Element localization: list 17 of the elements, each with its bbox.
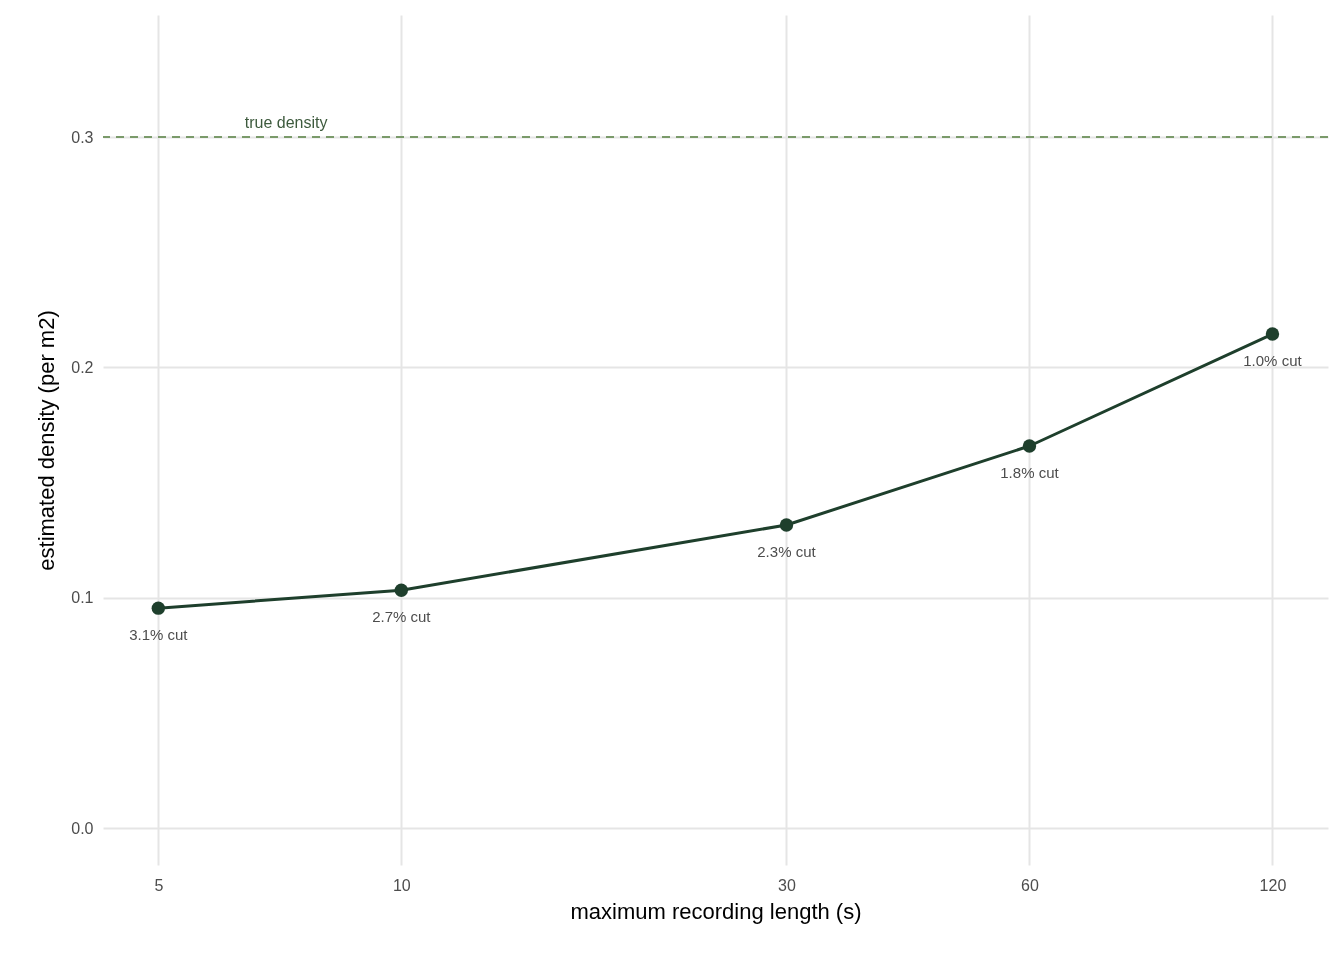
- annotation: 1.0% cut: [1243, 352, 1303, 370]
- x-tick-label: 30: [778, 876, 796, 894]
- y-tick-label: 0.3: [71, 128, 94, 146]
- x-tick-label: 5: [154, 876, 164, 894]
- y-axis-title: estimated density (per m2): [34, 310, 60, 571]
- x-tick-label: 120: [1259, 876, 1287, 894]
- x-tick-label: 60: [1021, 876, 1039, 894]
- annotation: 2.3% cut: [757, 543, 817, 560]
- y-tick-label: 0.2: [71, 358, 94, 376]
- annotation: true density: [244, 114, 328, 132]
- y-tick-label: 0.1: [71, 589, 94, 607]
- annotation: 2.7% cut: [372, 608, 432, 626]
- x-axis-title: maximum recording length (s): [570, 898, 862, 924]
- y-tick-label: 0.0: [71, 819, 94, 837]
- x-tick-label: 10: [392, 876, 411, 894]
- annotation: 1.8% cut: [1000, 463, 1060, 481]
- annotation: 3.1% cut: [129, 626, 189, 644]
